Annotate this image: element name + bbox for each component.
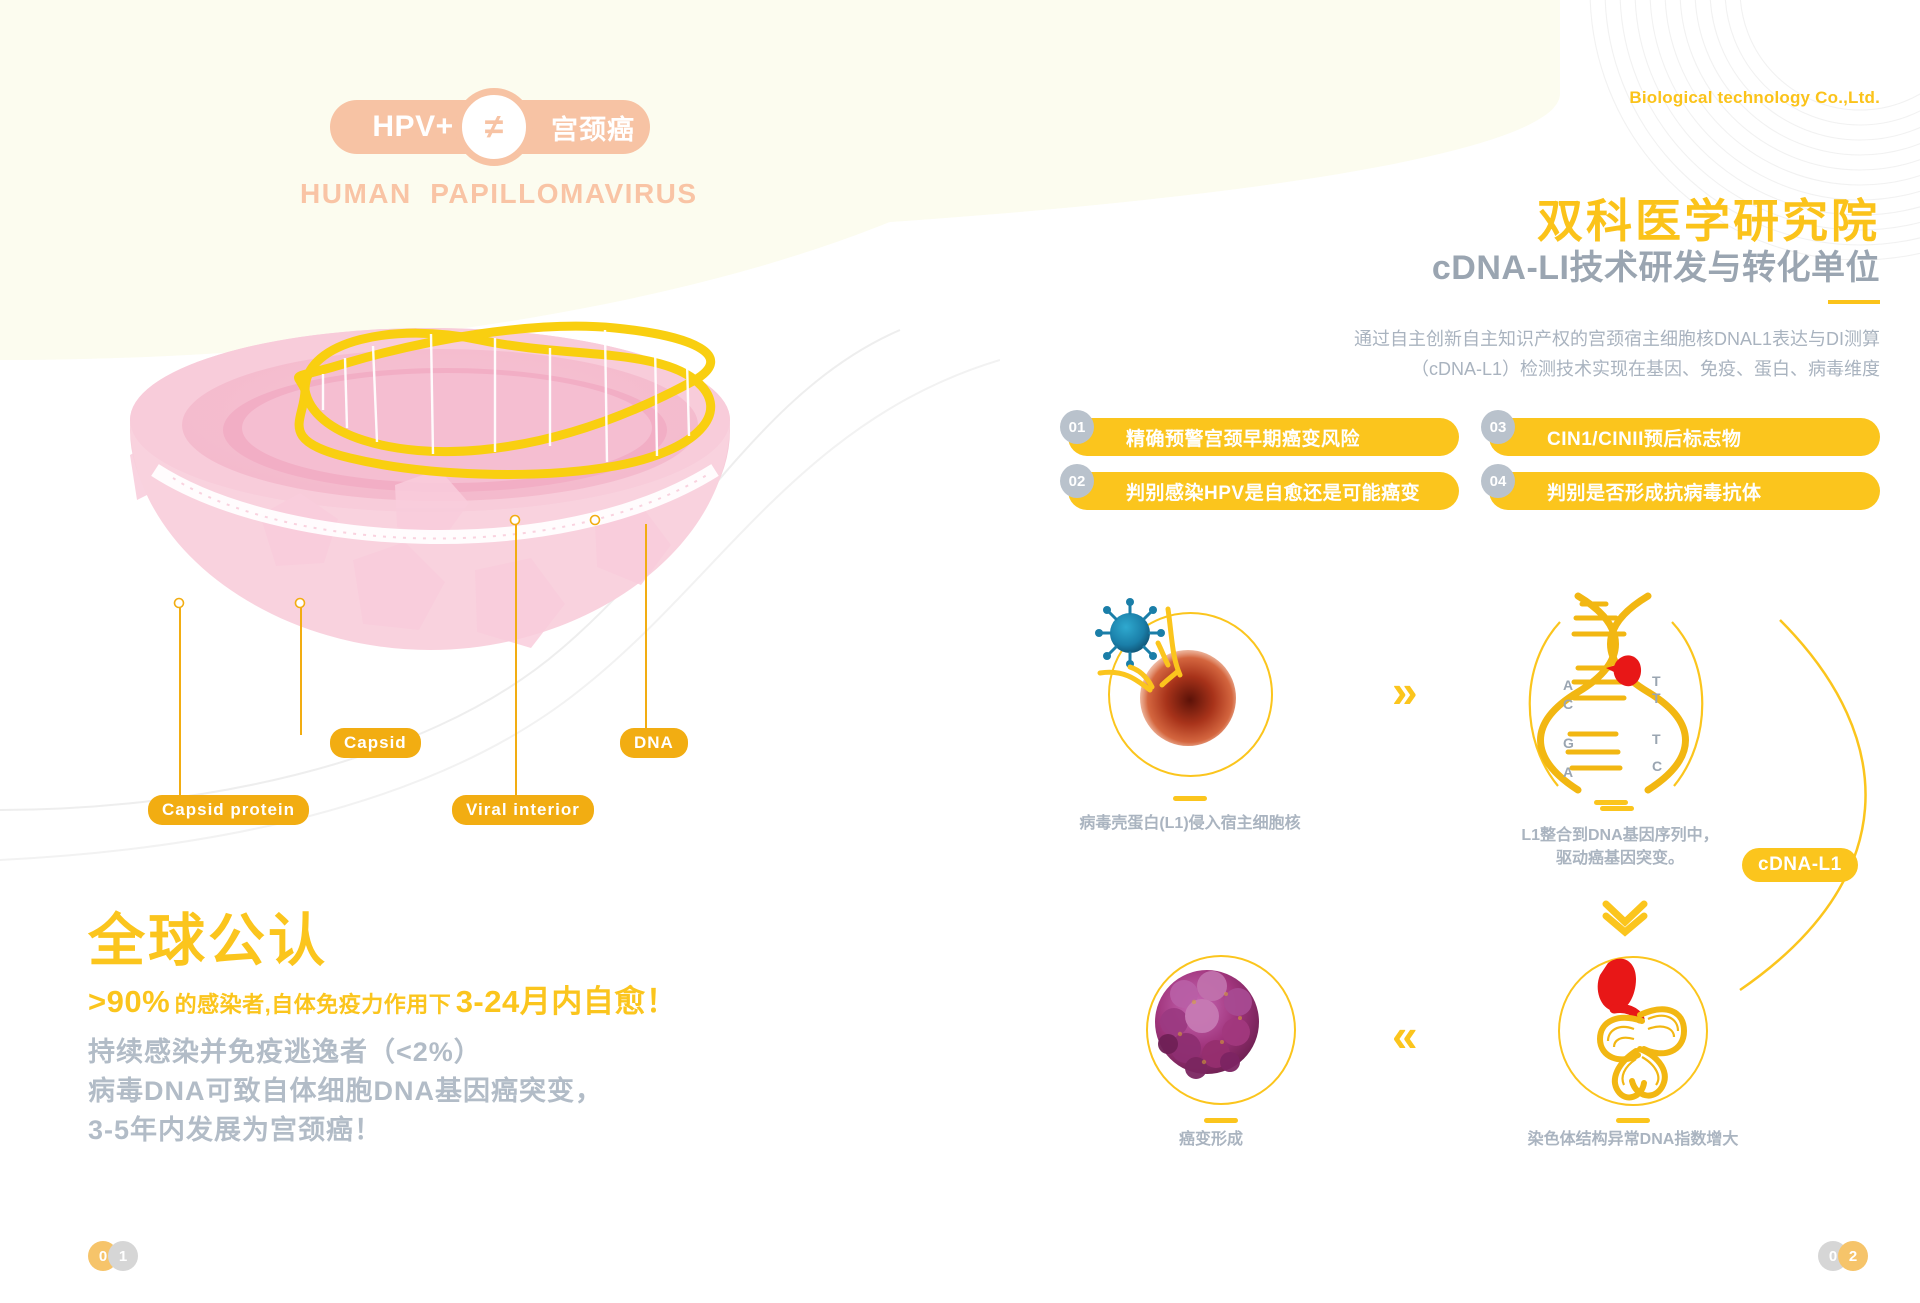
virus-particle-illustration [130, 321, 730, 650]
dna-base-right-2: T [1652, 690, 1661, 706]
global-consensus-title: 全球公认 [88, 909, 328, 973]
feature-label-01: 精确预警宫颈早期癌变风险 [1126, 428, 1361, 450]
feature-label-03: CIN1/CINII预后标志物 [1547, 428, 1742, 450]
global-body-text: 持续感染并免疫逃逸者（<2%） 病毒DNA可致自体细胞DNA基因癌突变， 3-5… [88, 1037, 603, 1146]
stat-timeframe: 3-24月内自愈！ [455, 984, 678, 1019]
leader-line-dna [645, 524, 647, 735]
feature-pill-04[interactable]: 判别是否形成抗病毒抗体 04 [1481, 464, 1880, 510]
feature-number-04: 04 [1481, 464, 1515, 498]
step1-caption: 病毒壳蛋白(L1)侵入宿主细胞核 [1079, 815, 1301, 832]
process-flow-arc [1739, 619, 1867, 992]
feature-number-02: 02 [1060, 464, 1094, 498]
page-indicator-right: 0 2 [1818, 1241, 1868, 1271]
stat-middle-text: 的感染者,自体免疫力作用下 [174, 992, 452, 1017]
description-line-2: （cDNA-L1）检测技术实现在基因、免疫、蛋白、病毒维度 [1410, 358, 1880, 379]
feature-label-02: 判别感染HPV是自愈还是可能癌变 [1126, 482, 1421, 504]
label-capsid: Capsid [330, 728, 421, 758]
tumor-mass-icon [1155, 970, 1259, 1079]
step3-caption-dash [1616, 1118, 1650, 1123]
dna-helix-mutation-icon [1528, 592, 1704, 805]
dna-base-right-3: T [1652, 731, 1661, 747]
step4-caption: 癌变形成 [1178, 1131, 1243, 1148]
feature-pill-grid: 精确预警宫颈早期癌变风险 01 CIN1/CINII预后标志物 03 判别感染H… [1060, 410, 1880, 510]
global-statistic-line: >90% 的感染者,自体免疫力作用下 3-24月内自愈！ [88, 976, 677, 1021]
leader-line-capsid-protein [179, 607, 181, 802]
cdna-l1-tag: cDNA-L1 [1742, 848, 1858, 882]
brand-english-name: Biological technology Co.,Ltd. [1629, 88, 1880, 107]
title-divider [1828, 300, 1880, 304]
feature-pill-03[interactable]: CIN1/CINII预后标志物 03 [1481, 410, 1880, 456]
institute-subtitle: cDNA-LI技术研发与转化单位 [1431, 249, 1880, 287]
step4-caption-dash [1204, 1118, 1238, 1123]
feature-number-01: 01 [1060, 410, 1094, 444]
dna-base-left-2: C [1563, 696, 1574, 712]
virus-invading-cell-icon [1095, 598, 1236, 746]
dna-base-left-4: A [1563, 764, 1574, 780]
page-indicator-left: 0 1 [88, 1241, 138, 1271]
dna-base-right-1: T [1652, 673, 1661, 689]
feature-label-04: 判别是否形成抗病毒抗体 [1547, 482, 1762, 504]
feature-number-03: 03 [1481, 410, 1515, 444]
dna-base-left-3: G [1563, 735, 1574, 751]
chevron-down-icon [1602, 900, 1648, 937]
dna-base-right-4: C [1652, 758, 1663, 774]
label-dna: DNA [620, 728, 688, 758]
hpv-positive-label: HPV+ [372, 110, 454, 143]
leader-line-capsid [300, 607, 302, 735]
chevron-left-icon: « [1392, 1009, 1418, 1061]
hpv-subtitle: HUMAN PAPILLOMAVIRUS [300, 178, 698, 209]
stat-percentage: >90% [88, 984, 171, 1019]
institute-description: 通过自主创新自主知识产权的宫颈宿主细胞核DNAL1表达与DI测算 （cDNA-L… [1280, 325, 1880, 384]
page-left-digit-2: 1 [108, 1241, 138, 1271]
institute-title: 双科医学研究院 [1537, 195, 1880, 247]
step2-caption: L1整合到DNA基因序列中， 驱动癌基因突变。 [1521, 827, 1719, 868]
leader-line-viral-interior [515, 524, 517, 802]
feature-pill-02[interactable]: 判别感染HPV是自愈还是可能癌变 02 [1060, 464, 1459, 510]
cervical-cancer-label: 宫颈癌 [551, 114, 635, 145]
dna-base-left-1: A [1563, 677, 1574, 693]
decorative-arcs [1589, 0, 1920, 260]
abnormal-chromosome-icon [1596, 958, 1688, 1101]
label-viral-interior: Viral interior [452, 795, 594, 825]
chevron-right-icon: » [1392, 665, 1418, 717]
step3-caption: 染色体结构异常DNA指数增大 [1527, 1131, 1739, 1148]
page-right-digit-2: 2 [1838, 1241, 1868, 1271]
feature-pill-01[interactable]: 精确预警宫颈早期癌变风险 01 [1060, 410, 1459, 456]
label-capsid-protein: Capsid protein [148, 795, 310, 825]
description-line-1: 通过自主创新自主知识产权的宫颈宿主细胞核DNAL1表达与DI测算 [1353, 329, 1880, 349]
not-equal-icon: ≠ [455, 88, 533, 166]
step1-caption-dash [1173, 796, 1207, 801]
step2-caption-dash [1600, 806, 1634, 811]
